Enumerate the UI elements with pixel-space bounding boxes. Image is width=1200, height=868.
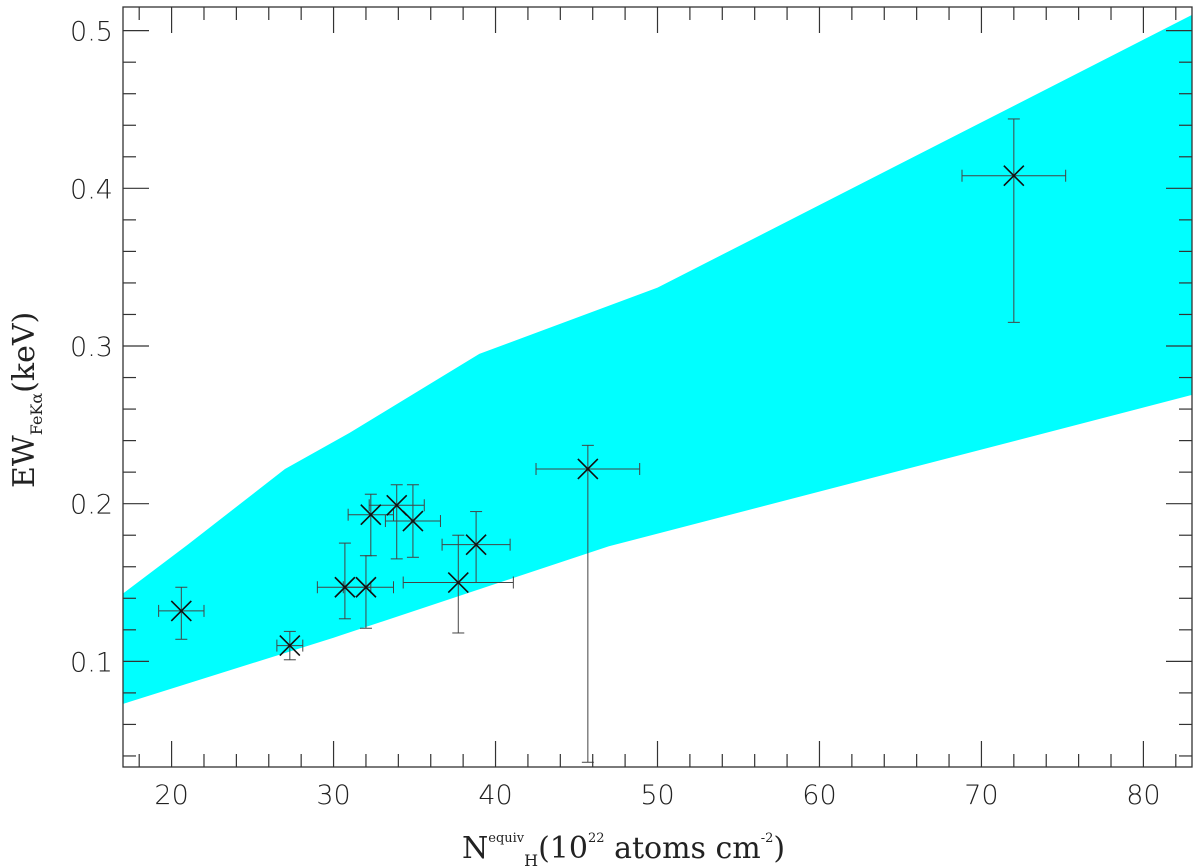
x-tick-label: 40 (478, 780, 512, 811)
x-axis-title-unit: atoms cm (605, 831, 761, 866)
y-axis-title: EWFeKα(keV) (7, 312, 46, 488)
x-tick-label: 30 (316, 780, 350, 811)
y-tick-label: 0.4 (70, 174, 113, 205)
y-axis-title-unit: (keV) (7, 312, 42, 393)
x-axis-title-sub: H (524, 851, 538, 868)
x-axis-title-sup: equiv (488, 831, 525, 846)
data-point-marker (447, 571, 469, 594)
tick-label-layer: 20 30 40 50 60 70 80 0.1 0.2 0.3 0.4 0.5 (70, 17, 1161, 811)
data-point-marker (279, 635, 301, 657)
y-tick-label: 0.1 (70, 647, 113, 678)
x-axis-title-exp: 22 (588, 831, 605, 846)
y-tick-label: 0.5 (70, 17, 113, 48)
x-axis-title: Nequiv H(1022 atoms cm-2) (462, 831, 785, 868)
data-point-marker (465, 534, 487, 556)
x-axis-title-unit-exp: -2 (761, 831, 774, 846)
x-tick-label: 50 (640, 780, 674, 811)
x-tick-label: 70 (964, 780, 998, 811)
x-tick-label: 80 (1126, 780, 1160, 811)
data-point-layer (170, 165, 1025, 657)
data-point-marker (334, 576, 356, 598)
data-point-marker (1003, 165, 1025, 187)
model-band (123, 14, 1192, 704)
plot-frame (122, 6, 1193, 768)
y-axis-title-sub: FeKα (27, 393, 46, 436)
x-tick-label: 60 (802, 780, 836, 811)
data-point-marker (577, 458, 599, 480)
data-point-marker (360, 504, 382, 526)
y-tick-label: 0.2 (70, 490, 113, 521)
data-point-marker (355, 576, 377, 598)
data-point-marker (402, 510, 424, 532)
y-axis-title-main: EW (7, 435, 42, 488)
x-axis-title-paren-close: ) (773, 831, 785, 866)
tick-layer (123, 7, 1192, 767)
x-axis-title-paren-open: (10 (538, 831, 588, 866)
x-tick-label: 20 (154, 780, 188, 811)
data-point-marker (170, 600, 192, 622)
x-axis-title-main: N (462, 831, 488, 866)
model-band-layer (123, 14, 1192, 704)
y-tick-label: 0.3 (70, 332, 113, 363)
